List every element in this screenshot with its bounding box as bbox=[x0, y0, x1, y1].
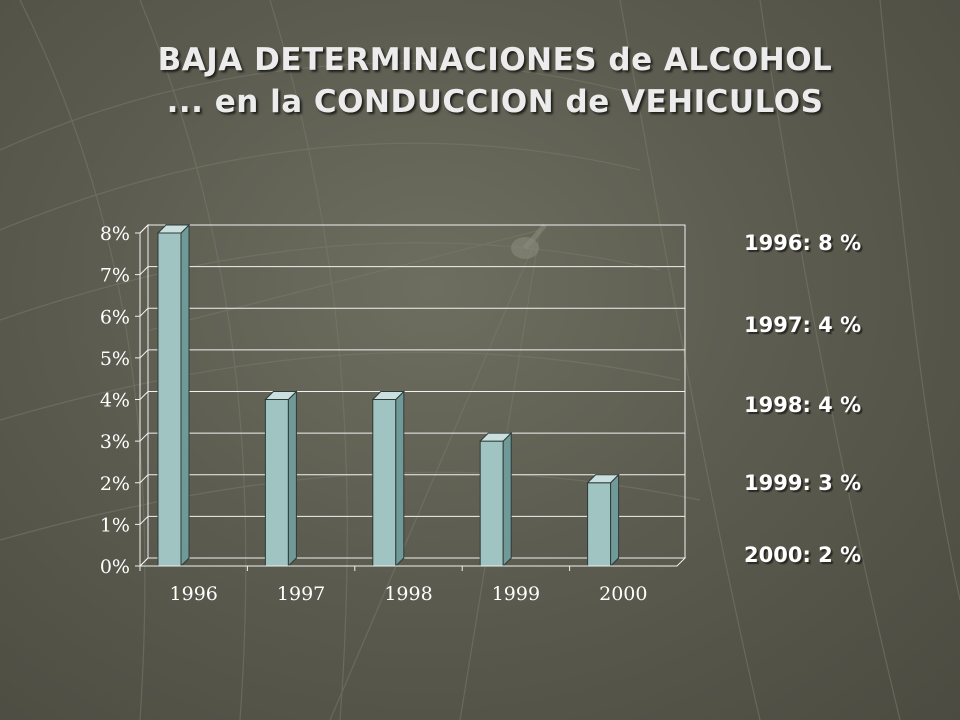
slide-title-line-1: BAJA DETERMINACIONES de ALCOHOL bbox=[157, 42, 833, 78]
bar-top-1999 bbox=[478, 432, 513, 442]
x-tick-label: 2000 bbox=[599, 583, 647, 605]
side-label-1998: 1998: 4 % bbox=[744, 393, 862, 417]
bar-side-1997 bbox=[287, 390, 297, 568]
bar-1996 bbox=[157, 232, 182, 567]
y-tick-label: 8% bbox=[100, 223, 130, 245]
gridline-side bbox=[139, 474, 149, 484]
side-label-2000: 2000: 2 % bbox=[744, 543, 862, 567]
bar-side-1998 bbox=[395, 390, 405, 568]
gridline-side bbox=[139, 224, 149, 234]
y-tick-label: 3% bbox=[100, 431, 130, 453]
y-tick-label: 5% bbox=[100, 348, 130, 370]
bar-side-2000 bbox=[610, 473, 620, 568]
bar-side-1999 bbox=[502, 431, 512, 568]
bar-1998 bbox=[372, 399, 397, 567]
bar-side-1996 bbox=[180, 223, 190, 568]
bar-top-1997 bbox=[264, 391, 298, 400]
bar-2000 bbox=[587, 482, 612, 567]
gridline-side bbox=[139, 391, 149, 400]
gridline-side bbox=[139, 516, 149, 525]
side-label-1997: 1997: 4 % bbox=[744, 313, 862, 337]
y-tick-label: 6% bbox=[100, 306, 130, 328]
x-tick-label: 1999 bbox=[492, 583, 540, 605]
bar-1997 bbox=[264, 399, 289, 567]
y-tick-label: 0% bbox=[100, 556, 130, 578]
y-tick-label: 1% bbox=[100, 514, 130, 536]
bar-top-1998 bbox=[371, 391, 406, 400]
y-tick-label: 2% bbox=[100, 473, 130, 495]
gridline-side bbox=[139, 307, 149, 317]
slide-title-line-2: ... en la CONDUCCION de VEHICULOS bbox=[166, 84, 824, 120]
bar-top-2000 bbox=[586, 474, 620, 484]
x-tick-label: 1996 bbox=[170, 583, 218, 605]
gridline-side bbox=[139, 266, 149, 275]
side-label-1996: 1996: 8 % bbox=[744, 231, 862, 255]
y-tick-label: 7% bbox=[100, 265, 130, 287]
gridline-side bbox=[139, 349, 149, 359]
bar-1999 bbox=[479, 440, 504, 567]
x-tick-label: 1997 bbox=[277, 583, 325, 605]
y-tick-label: 4% bbox=[100, 390, 130, 412]
side-label-1999: 1999: 3 % bbox=[744, 471, 862, 495]
gridline-side bbox=[139, 432, 149, 442]
x-tick-label: 1998 bbox=[384, 583, 432, 605]
bar-top-1996 bbox=[156, 224, 191, 234]
